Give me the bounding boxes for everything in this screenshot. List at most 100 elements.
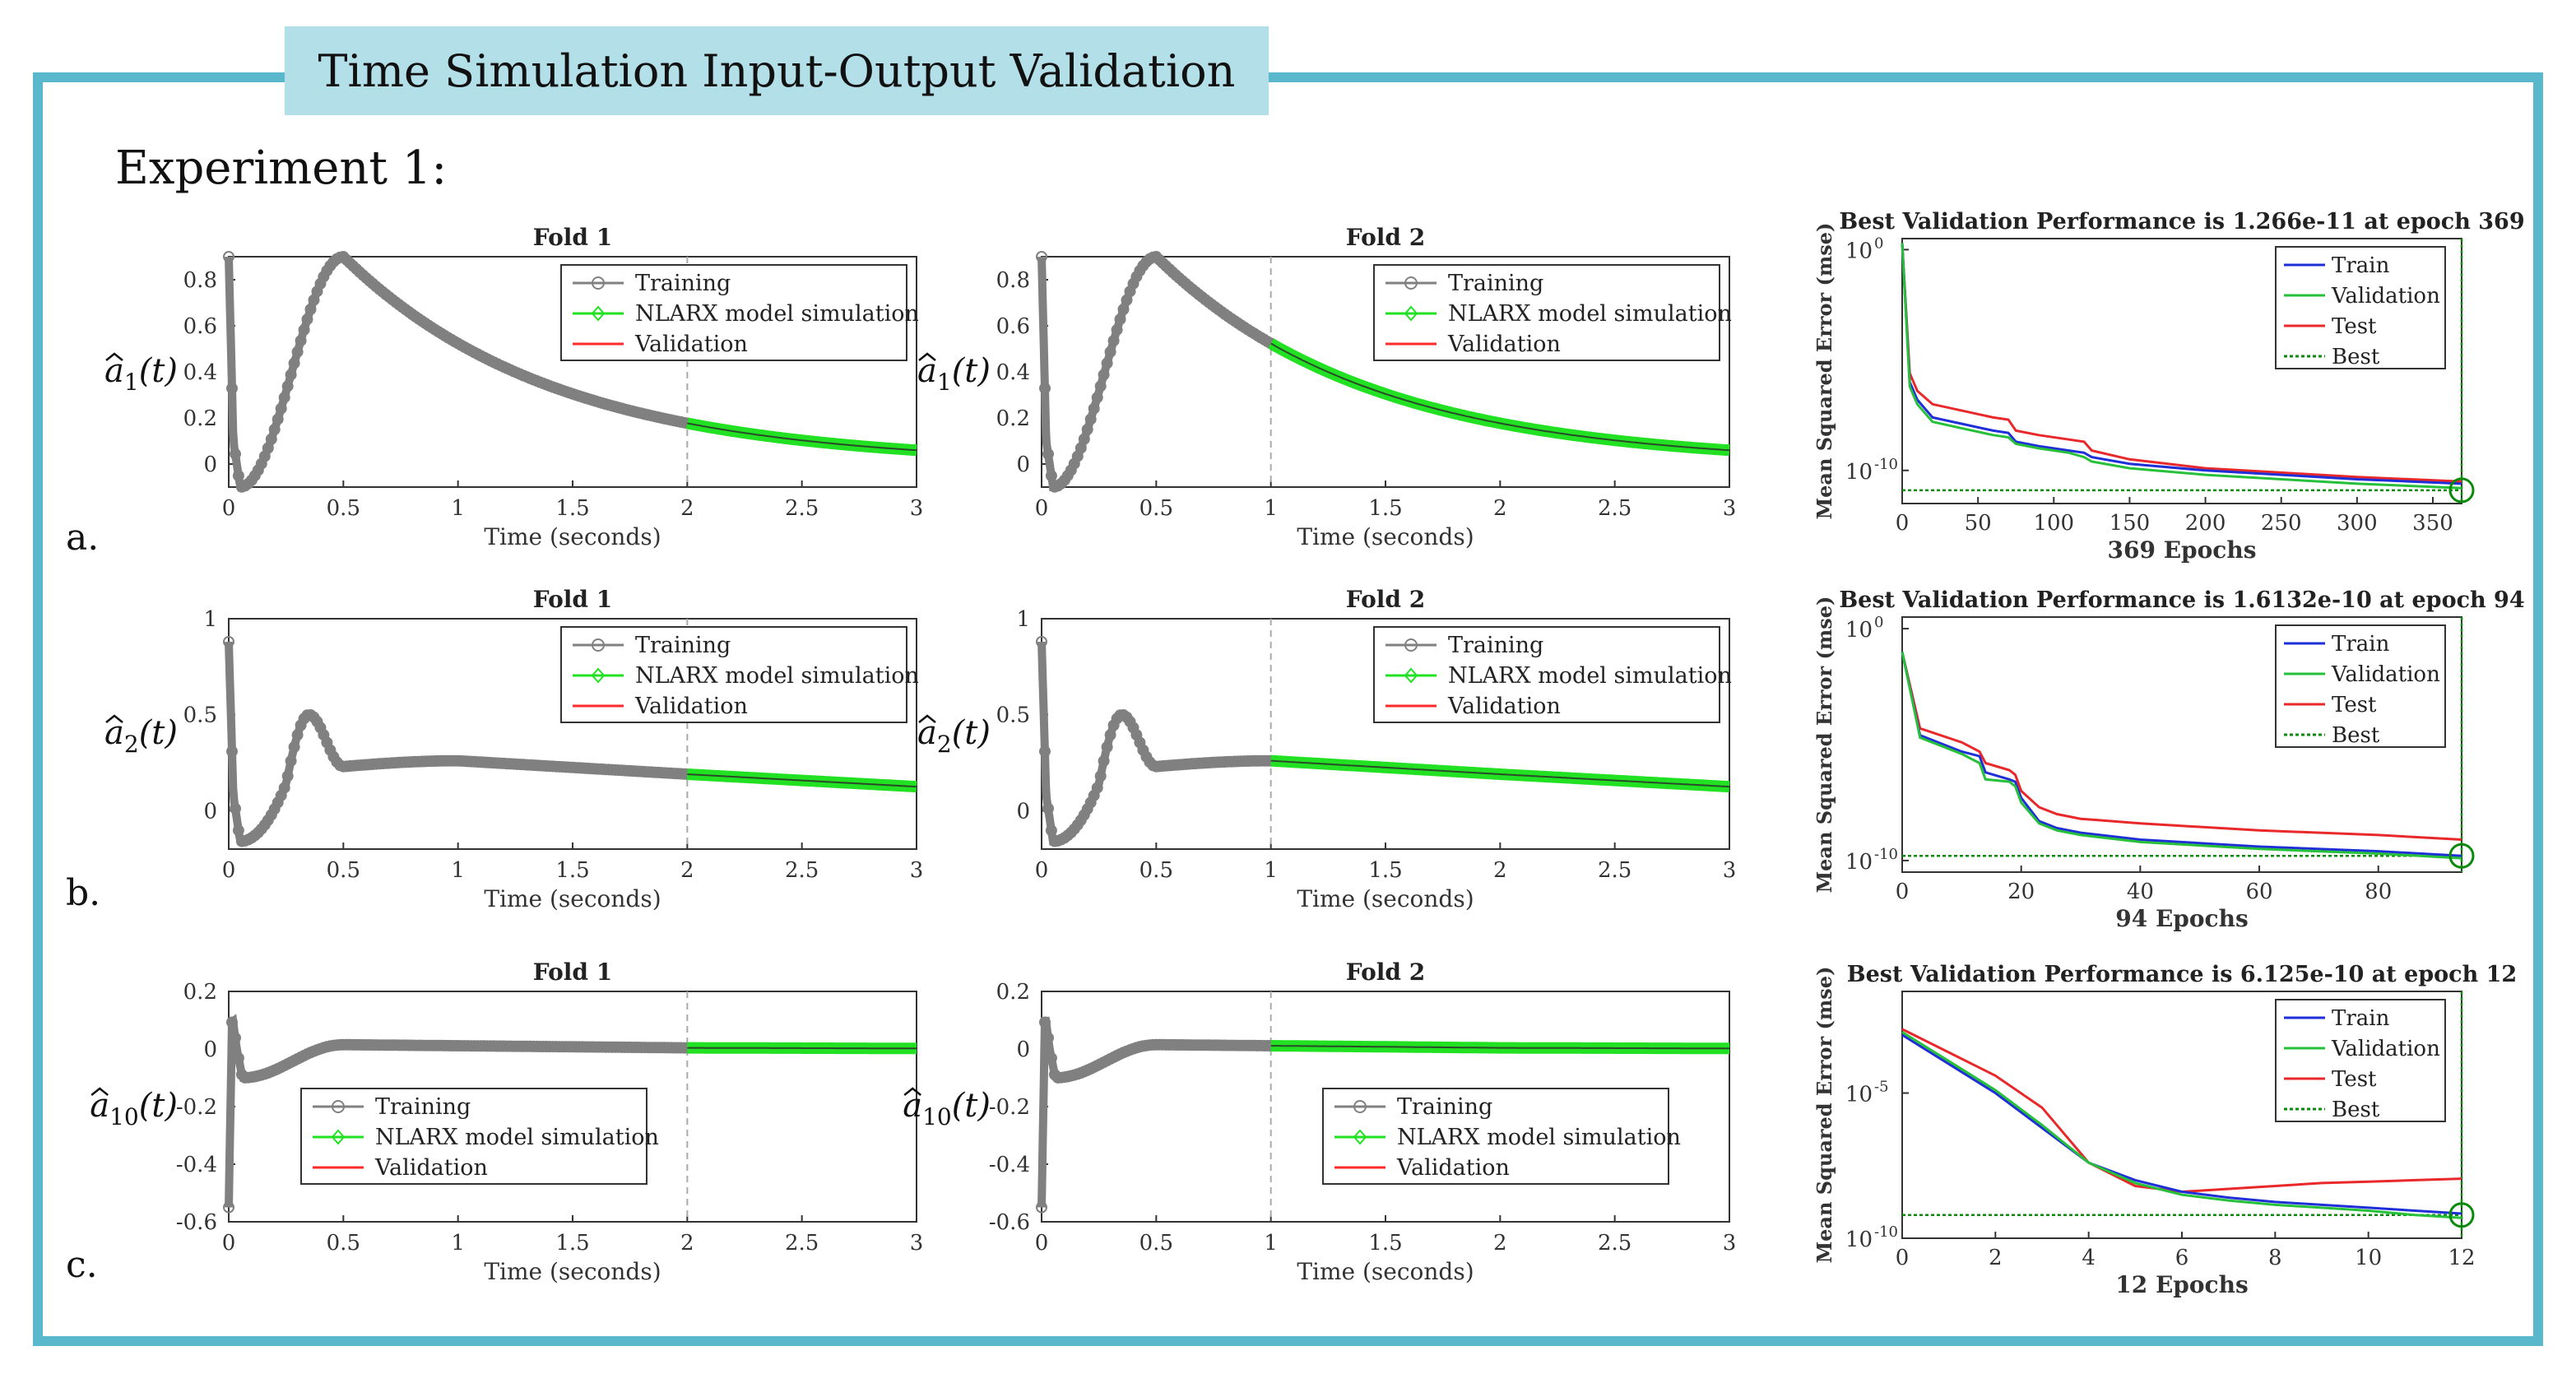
best-point-marker <box>2448 1202 2475 1228</box>
training-marker <box>1039 383 1051 394</box>
training-marker <box>1107 335 1120 347</box>
x-tick-label: 1 <box>451 496 465 521</box>
time-plot-c-fold1: Fold 1 0 0.5 1 1.5 2 2.5 3 -0.6 -0.4 -0.2 0 0.2 Time … <box>90 959 923 1285</box>
legend-marker <box>1404 638 1418 652</box>
legend-label: Best <box>2332 345 2380 369</box>
x-tick-label: 3 <box>910 496 924 521</box>
training-marker <box>1061 829 1074 842</box>
legend-label: Validation <box>1447 694 1561 719</box>
y-tick-label: 0.8 <box>996 268 1030 293</box>
training-marker <box>1045 824 1057 837</box>
legend-label: Training <box>635 633 731 658</box>
training-marker <box>278 782 290 794</box>
training-marker <box>1101 357 1113 369</box>
training-marker <box>1081 803 1093 815</box>
legend-label: NLARX model simulation <box>635 301 919 327</box>
x-tick-label: 1 <box>1264 496 1278 521</box>
training-marker <box>265 809 277 821</box>
training-marker <box>295 719 307 731</box>
y-axis-label: a10(t) <box>903 1087 991 1130</box>
x-tick-label: 1.5 <box>1368 496 1402 521</box>
x-tick-label: 6 <box>2175 1246 2189 1270</box>
time-plot-c-fold2: Fold 2 0 0.5 1 1.5 2 2.5 3 -0.6 -0.4 -0.2 0 0.2 Time … <box>903 959 1736 1285</box>
perf-series-test <box>1901 243 2462 483</box>
training-marker <box>252 464 264 476</box>
training-marker <box>291 729 304 741</box>
training-marker <box>1036 251 1047 262</box>
y-tick-label: -0.4 <box>176 1153 217 1177</box>
plot-title: Best Validation Performance is 6.125e-10… <box>1847 962 2517 987</box>
training-marker <box>1084 413 1097 425</box>
x-tick-label: 0 <box>222 496 236 521</box>
x-tick-label: 100 <box>2033 511 2074 536</box>
x-tick-label: 2.5 <box>1598 496 1631 521</box>
x-tick-label: 4 <box>2082 1246 2096 1270</box>
legend-label: Validation <box>374 1155 488 1181</box>
legend-label: Training <box>635 271 731 296</box>
x-tick-label: 2.5 <box>785 1231 819 1256</box>
y-tick-exponent: 0 <box>1874 234 1883 252</box>
training-marker <box>1045 1052 1057 1064</box>
x-tick-label: 10 <box>2355 1246 2382 1270</box>
y-tick-label: 0.2 <box>996 980 1030 1005</box>
training-marker <box>1078 809 1090 821</box>
training-marker <box>1130 271 1143 283</box>
training-marker <box>1081 424 1093 435</box>
y-axis-label: Mean Squared Error (mse) <box>1812 596 1836 894</box>
x-tick-label: 3 <box>1723 858 1737 883</box>
training-marker <box>1036 636 1047 648</box>
x-tick-label: 200 <box>2185 511 2226 536</box>
validation-series <box>687 422 917 452</box>
training-marker <box>1084 796 1097 809</box>
hat-accent <box>91 1087 109 1096</box>
perf-series-validation <box>1901 243 2462 490</box>
y-tick-label: 0.6 <box>183 314 217 339</box>
x-tick-label: 8 <box>2268 1246 2282 1270</box>
training-marker <box>252 826 264 838</box>
x-tick-label: 1.5 <box>555 1231 589 1256</box>
training-marker <box>230 1032 241 1044</box>
training-markers <box>1036 1016 1277 1214</box>
legend: Training NLARX model simulation Validation <box>300 1088 659 1185</box>
training-marker <box>350 263 363 276</box>
training-marker <box>291 346 304 358</box>
y-tick-label: -0.6 <box>176 1210 217 1235</box>
y-tick-label: 0.2 <box>183 980 217 1005</box>
time-plot-a-fold1: Fold 1 0 0.5 1 1.5 2 2.5 3 0 0.2 0.4 0.6 0.8 Time (se… <box>104 224 923 550</box>
plot-title: Fold 2 <box>1346 224 1425 251</box>
legend-label: Test <box>2332 314 2377 339</box>
legend-label: Training <box>375 1094 471 1120</box>
training-marker <box>1042 1032 1054 1044</box>
training-marker <box>1173 272 1186 284</box>
x-axis-label: 12 Epochs <box>2115 1271 2248 1298</box>
validation-series <box>687 773 917 788</box>
perf-plot-c-perf: Best Validation Performance is 6.125e-10… <box>1812 962 2517 1298</box>
x-tick-label: 12 <box>2448 1246 2475 1270</box>
y-axis-label: Mean Squared Error (mse) <box>1812 967 1836 1264</box>
legend-label: Training <box>1448 633 1543 658</box>
y-tick-label: 0.4 <box>996 360 1030 385</box>
training-marker <box>1091 782 1103 794</box>
training-marker <box>1153 253 1166 266</box>
training-marker <box>1068 457 1080 470</box>
y-tick-label: 0 <box>1016 799 1030 824</box>
training-marker <box>318 271 330 283</box>
training-marker <box>232 824 244 837</box>
x-axis-label: Time (seconds) <box>1297 1258 1474 1285</box>
x-tick-label: 0.5 <box>1139 496 1173 521</box>
y-tick-label: 1 <box>203 607 217 632</box>
x-axis-label: 369 Epochs <box>2108 536 2257 564</box>
training-marker <box>324 744 337 756</box>
training-marker <box>1111 323 1123 336</box>
legend-marker <box>1353 1100 1367 1113</box>
training-marker <box>285 369 297 381</box>
training-marker <box>364 275 376 287</box>
legend: Training NLARX model simulation Validation <box>1373 626 1732 723</box>
legend-label: NLARX model simulation <box>1448 301 1732 327</box>
x-tick-label: 40 <box>2127 880 2154 904</box>
validation-series <box>1270 342 1730 452</box>
training-marker <box>272 796 284 809</box>
legend: Training NLARX model simulation Validation <box>1373 264 1732 361</box>
training-marker <box>347 260 360 272</box>
legend-label: Validation <box>2331 284 2440 309</box>
